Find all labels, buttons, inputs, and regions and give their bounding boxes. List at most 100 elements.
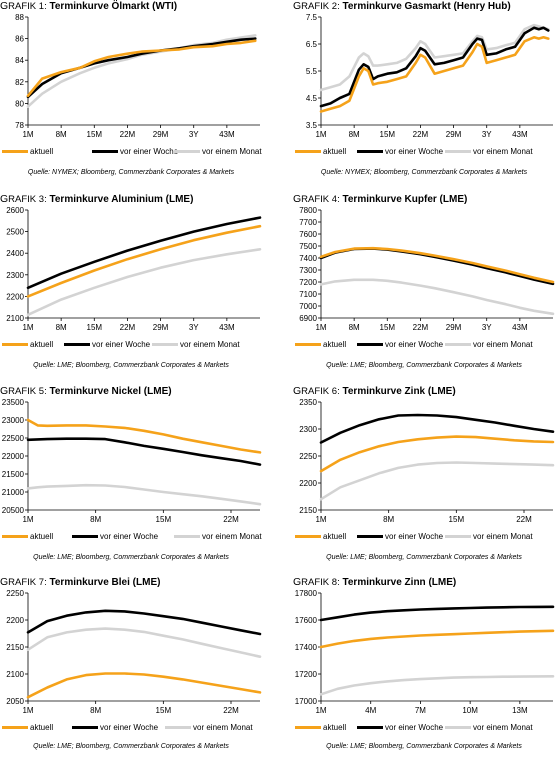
- y-tick-label: 17200: [295, 670, 318, 679]
- x-tick-label: 22M: [413, 323, 429, 332]
- y-tick-label: 2250: [299, 452, 317, 461]
- line-chart-zinn: 17000 17200 17400 17600 17800 1M 4M 7M 10M 13M: [295, 589, 555, 715]
- x-tick-label: 29M: [153, 130, 169, 139]
- x-tick-label: 3Y: [189, 130, 199, 139]
- legend-swatch-woche: [64, 343, 90, 347]
- y-tick-label: 2200: [299, 479, 317, 488]
- series-line-monat: [26, 627, 262, 658]
- x-tick-label: 15M: [87, 130, 103, 139]
- y-tick-label: 23000: [2, 416, 25, 425]
- y-tick-label: 2300: [6, 271, 24, 280]
- source-note: Quelle: NYMEX; Bloomberg, Commerzbank Co…: [27, 169, 235, 176]
- y-tick-label: 7400: [299, 254, 317, 263]
- x-tick-label: 8M: [383, 515, 394, 524]
- y-tick-label: 82: [15, 78, 24, 87]
- x-tick-label: 43M: [512, 130, 528, 139]
- series-line-woche: [319, 26, 550, 108]
- legend-item-monat: vor einem Monat: [152, 340, 240, 349]
- chart-panel-6: GRAFIK 6: Terminkurve Zink (LME) 2150 220…: [293, 385, 555, 577]
- legend-item-monat: vor einem Monat: [165, 723, 253, 732]
- legend-swatch-woche: [92, 150, 118, 154]
- x-tick-label: 22M: [223, 515, 239, 524]
- x-tick-label: 10M: [462, 706, 478, 715]
- legend-item-woche: vor einer Woche: [72, 723, 158, 732]
- series-line-woche: [26, 37, 257, 99]
- legend-swatch-woche: [357, 535, 383, 539]
- legend-swatch-monat: [165, 726, 191, 730]
- legend-item-monat: vor einem Monat: [445, 723, 533, 732]
- y-tick-label: 2600: [6, 206, 24, 215]
- legend-swatch-monat: [174, 150, 200, 154]
- line-chart-wti: 78 80 82 84 86 88 1M 8M 15M 22M 29M 3Y 43M: [15, 13, 260, 139]
- y-tick-label: 2150: [6, 643, 24, 652]
- y-tick-label: 2300: [299, 425, 317, 434]
- x-tick-label: 15M: [87, 323, 103, 332]
- series-line-monat: [26, 483, 262, 506]
- source-note: Quelle: NYMEX; Bloomberg, Commerzbank Co…: [320, 169, 528, 176]
- y-tick-label: 17000: [295, 697, 318, 706]
- y-tick-label: 21500: [2, 470, 25, 479]
- series-line-aktuell: [319, 435, 555, 473]
- x-tick-label: 13M: [512, 706, 528, 715]
- y-tick-label: 2500: [6, 228, 24, 237]
- y-tick-label: 17400: [295, 643, 318, 652]
- x-tick-label: 15M: [380, 323, 396, 332]
- source-note: Quelle: LME; Bloomberg, Commerzbank Corp…: [33, 743, 229, 750]
- x-tick-label: 1M: [315, 515, 326, 524]
- chart-title: GRAFIK 5: Terminkurve Nickel (LME): [0, 385, 172, 397]
- series-line-monat: [319, 23, 550, 92]
- y-tick-label: 6.5: [306, 40, 318, 49]
- y-tick-label: 7200: [299, 278, 317, 287]
- chart-panel-2: GRAFIK 2: Terminkurve Gasmarkt (Henry Hu…: [293, 0, 555, 192]
- x-tick-label: 29M: [446, 323, 462, 332]
- y-tick-label: 7700: [299, 218, 317, 227]
- y-tick-label: 21000: [2, 488, 25, 497]
- chart-panel-4: GRAFIK 4: Terminkurve Kupfer (LME) 6900 7…: [293, 193, 555, 385]
- y-tick-label: 7100: [299, 290, 317, 299]
- x-tick-label: 1M: [22, 515, 33, 524]
- legend-item-aktuell: aktuell: [295, 147, 346, 156]
- y-tick-label: 86: [15, 35, 24, 44]
- x-tick-label: 43M: [512, 323, 528, 332]
- series-line-monat: [319, 278, 555, 316]
- y-tick-label: 17600: [295, 616, 318, 625]
- legend-item-monat: vor einem Monat: [174, 147, 262, 156]
- x-tick-label: 8M: [349, 323, 360, 332]
- source-note: Quelle: LME; Bloomberg, Commerzbank Corp…: [326, 554, 522, 561]
- series-line-aktuell: [26, 418, 262, 454]
- y-tick-label: 22000: [2, 452, 25, 461]
- source-note: Quelle: LME; Bloomberg, Commerzbank Corp…: [326, 362, 522, 369]
- legend-swatch-aktuell: [2, 343, 28, 347]
- x-tick-label: 4M: [365, 706, 376, 715]
- y-tick-label: 7300: [299, 266, 317, 275]
- y-tick-label: 2400: [6, 249, 24, 258]
- line-chart-aluminium: 2100 2200 2300 2400 2500 2600 1M 8M 15M 22M 29M 3Y 4…: [6, 206, 262, 332]
- series-line-monat: [319, 461, 555, 501]
- chart-title: GRAFIK 4: Terminkurve Kupfer (LME): [293, 193, 468, 205]
- series-line-aktuell: [319, 629, 555, 649]
- x-tick-label: 1M: [22, 706, 33, 715]
- x-tick-label: 8M: [90, 706, 101, 715]
- x-tick-label: 22M: [516, 515, 532, 524]
- chart-title: GRAFIK 6: Terminkurve Zink (LME): [293, 385, 456, 397]
- series-line-woche: [26, 609, 262, 636]
- legend-swatch-aktuell: [295, 726, 321, 730]
- legend-item-woche: vor einer Woche: [357, 532, 443, 541]
- y-tick-label: 7500: [299, 242, 317, 251]
- chart-panel-7: GRAFIK 7: Terminkurve Blei (LME) 2050 210…: [0, 576, 262, 761]
- line-chart-henry-hub: 3.5 4.5 5.5 6.5 7.5 1M 8M 15M 22M 29M 3Y 43M: [306, 13, 553, 139]
- legend-item-aktuell: aktuell: [295, 532, 346, 541]
- y-tick-label: 23500: [2, 398, 25, 407]
- legend-swatch-woche: [357, 343, 383, 347]
- y-tick-label: 88: [15, 13, 24, 22]
- source-note: Quelle: LME; Bloomberg, Commerzbank Corp…: [33, 362, 229, 369]
- y-tick-label: 6900: [299, 314, 317, 323]
- x-tick-label: 1M: [22, 323, 33, 332]
- series-line-aktuell: [26, 39, 257, 98]
- y-tick-label: 84: [15, 56, 24, 65]
- y-tick-label: 20500: [2, 506, 25, 515]
- y-tick-label: 22500: [2, 434, 25, 443]
- source-note: Quelle: LME; Bloomberg, Commerzbank Corp…: [326, 743, 522, 750]
- legend-swatch-monat: [445, 535, 471, 539]
- chart-panel-8: GRAFIK 8: Terminkurve Zinn (LME) 17000 17…: [293, 576, 555, 761]
